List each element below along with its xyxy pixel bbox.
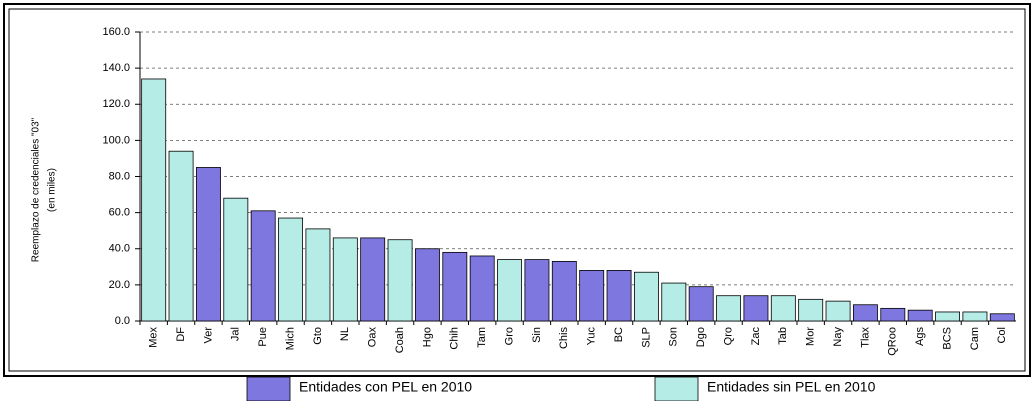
- x-tick-label: Cam: [969, 327, 981, 350]
- y-tick-label: 140.0: [102, 62, 130, 74]
- bar: [743, 295, 769, 322]
- x-tick-label: Qro: [722, 327, 734, 345]
- bar: [387, 239, 413, 322]
- bar: [825, 300, 851, 322]
- y-axis-label: (en miles): [47, 168, 58, 212]
- bar: [907, 309, 933, 322]
- bar: [770, 295, 796, 322]
- bar: [469, 255, 495, 322]
- bar: [688, 286, 714, 322]
- outer-frame: [3, 3, 1031, 377]
- bar: [141, 78, 167, 322]
- bar: [935, 311, 961, 322]
- bar: [414, 248, 440, 322]
- bar: [633, 271, 659, 322]
- bar: [716, 295, 742, 322]
- x-tick-label: NL: [339, 327, 351, 341]
- x-tick-label: Ver: [202, 327, 214, 344]
- bar: [661, 282, 687, 322]
- y-tick-label: 20.0: [109, 279, 130, 291]
- bar: [250, 210, 276, 322]
- x-tick-label: Jal: [230, 327, 242, 341]
- x-tick-label: Mor: [805, 327, 817, 346]
- bar: [332, 237, 358, 322]
- x-tick-label: Son: [668, 327, 680, 347]
- bar: [880, 307, 906, 322]
- x-tick-label: Mex: [148, 327, 160, 348]
- legend-swatch: [246, 376, 291, 402]
- x-tick-label: DF: [175, 327, 187, 342]
- x-tick-label: Oax: [367, 327, 379, 348]
- legend-label: Entidades con PEL en 2010: [299, 379, 472, 395]
- y-tick-label: 120.0: [102, 98, 130, 110]
- x-tick-label: QRoo: [887, 327, 899, 356]
- bar: [524, 259, 550, 322]
- bar: [852, 304, 878, 322]
- x-tick-label: Gto: [312, 327, 324, 345]
- x-tick-label: SLP: [640, 327, 652, 348]
- x-tick-label: Zac: [750, 327, 762, 346]
- y-tick-label: 100.0: [102, 134, 130, 146]
- x-tick-label: Gro: [503, 327, 515, 345]
- x-tick-label: Yuc: [586, 327, 598, 346]
- inner-frame: [8, 8, 1026, 372]
- bar: [195, 167, 221, 322]
- x-tick-label: Sin: [531, 327, 543, 343]
- x-tick-label: Pue: [257, 327, 269, 347]
- x-tick-label: BCS: [941, 327, 953, 350]
- y-axis-label: Reemplazo de credenciales "03": [31, 117, 42, 262]
- x-tick-label: Tab: [777, 327, 789, 345]
- x-tick-label: Coah: [394, 327, 406, 353]
- y-tick-label: 60.0: [109, 207, 130, 219]
- bar: [168, 150, 194, 322]
- x-tick-label: Tam: [476, 327, 488, 348]
- y-tick-label: 80.0: [109, 170, 130, 182]
- x-tick-label: Ags: [914, 327, 926, 346]
- x-tick-label: Chis: [558, 327, 570, 350]
- bar: [305, 228, 331, 322]
- y-tick-label: 40.0: [109, 243, 130, 255]
- bar: [606, 270, 632, 322]
- x-tick-label: BC: [613, 327, 625, 342]
- y-tick-label: 160.0: [102, 26, 130, 38]
- x-tick-label: Tlax: [859, 327, 871, 348]
- bar: [551, 260, 577, 322]
- x-tick-label: Col: [996, 327, 1008, 344]
- bar: [579, 270, 605, 322]
- bar: [989, 313, 1015, 322]
- bar: [223, 197, 249, 322]
- x-tick-label: Nay: [832, 327, 844, 347]
- legend-label: Entidades sin PEL en 2010: [707, 379, 876, 395]
- bar: [798, 298, 824, 322]
- x-tick-label: Chih: [449, 327, 461, 350]
- bar: [962, 311, 988, 322]
- bar: [497, 259, 523, 322]
- x-tick-label: Dgo: [695, 327, 707, 347]
- legend-swatch: [654, 376, 699, 402]
- x-tick-label: Hgo: [421, 327, 433, 347]
- bar: [278, 217, 304, 322]
- y-tick-label: 0.0: [115, 315, 130, 327]
- x-tick-label: Mich: [284, 327, 296, 350]
- bar: [442, 251, 468, 322]
- bar: [360, 237, 386, 322]
